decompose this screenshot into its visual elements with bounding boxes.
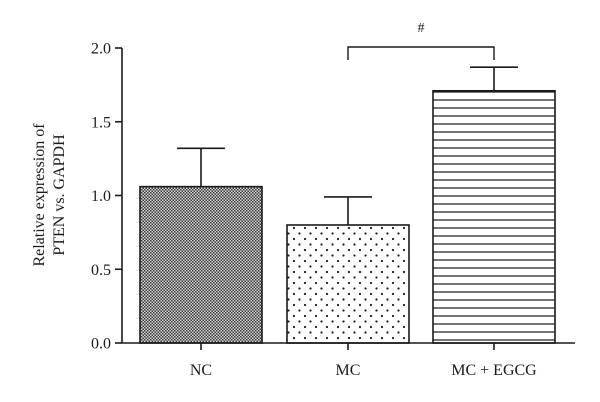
significance-bracket xyxy=(347,46,495,60)
x-axis: NC MC MC + EGCG xyxy=(122,342,575,379)
bars-group xyxy=(139,66,556,344)
significance-group: # xyxy=(347,21,495,60)
x-tick-label: MC + EGCG xyxy=(451,362,537,379)
y-axis-label-line-1: Relative expression of xyxy=(31,123,48,267)
y-axis: 0.0 0.5 1.0 1.5 2.0 xyxy=(91,41,123,353)
x-tick-label: MC xyxy=(336,362,361,379)
x-tick-label: NC xyxy=(190,362,212,379)
y-tick-label: 0.5 xyxy=(91,262,111,279)
significance-label: # xyxy=(418,21,425,36)
y-tick-label: 0.0 xyxy=(91,336,111,353)
bar xyxy=(286,224,410,344)
bar xyxy=(432,89,556,344)
bar xyxy=(139,185,263,344)
y-axis-label-line-2: PTEN vs. GAPDH xyxy=(51,134,68,256)
y-tick-label: 1.5 xyxy=(91,114,111,131)
y-tick-label: 2.0 xyxy=(91,41,111,58)
y-tick-label: 1.0 xyxy=(91,188,111,205)
